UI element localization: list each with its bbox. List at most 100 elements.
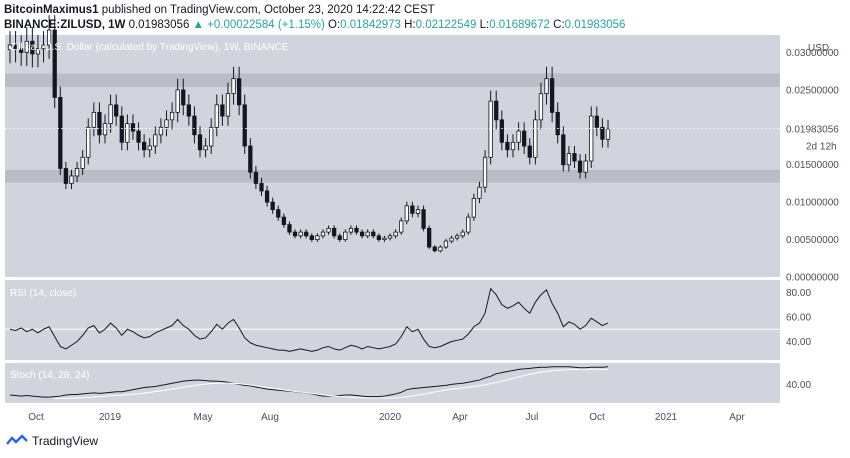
rsi-line (9, 287, 609, 352)
candle-body (203, 145, 208, 151)
rsi-pane-legend: RSI (14, close) (10, 288, 76, 299)
candle-body (544, 78, 549, 95)
candle-body (410, 205, 415, 214)
candle-body (443, 240, 449, 248)
low-value: 0.01689672 (489, 19, 550, 31)
candle-body (337, 235, 342, 240)
candle-body (30, 40, 35, 55)
candle-body (449, 237, 454, 242)
stoch-pane-legend: Stoch (14, 28, 24) (10, 370, 90, 381)
rsi-tick-label: 40.00 (786, 337, 811, 348)
candle-body (589, 115, 594, 162)
candle-body (577, 160, 583, 173)
price-tick-label: 0.01000000 (786, 198, 839, 209)
candle-body (130, 123, 136, 132)
candle-body (125, 123, 130, 143)
time-tick-label: 2020 (379, 412, 402, 423)
candle-body (427, 227, 432, 248)
last-price-tag (782, 120, 844, 137)
resistance-zone (5, 73, 780, 87)
chart-canvas[interactable]: 0.030000000.025000000.020000000.01500000… (0, 0, 850, 430)
candle-body (600, 126, 605, 140)
candle-body (102, 123, 108, 136)
candle-body (343, 231, 348, 240)
candle-body (80, 156, 85, 169)
candle-body (292, 231, 298, 237)
footer-brand[interactable]: TradingView (32, 434, 99, 448)
candle-body (186, 104, 191, 117)
candle-body (376, 235, 381, 240)
candle-body (326, 227, 331, 233)
candle-body (7, 44, 13, 51)
candle-body (248, 145, 253, 173)
candle-body (399, 220, 404, 233)
candle-body (287, 224, 292, 233)
candle-body (561, 134, 566, 166)
candle-body (304, 231, 309, 237)
candle-body (527, 145, 532, 158)
time-tick-label: Jul (526, 412, 539, 423)
candle-body (359, 231, 365, 237)
candle-body (549, 78, 555, 113)
stoch-pane-bg (5, 363, 780, 403)
candle-body (432, 246, 437, 252)
candle-body (415, 209, 421, 214)
candle-body (52, 29, 57, 98)
candle-body (86, 126, 91, 158)
time-tick-label: 2021 (655, 412, 678, 423)
close-value: 0.01983056 (564, 19, 626, 31)
candle-body (74, 168, 80, 177)
candle-body (438, 246, 443, 252)
candle-body (404, 205, 409, 222)
open-label: O: (328, 19, 341, 31)
rsi-pane-bg (5, 280, 780, 360)
candle-body (332, 227, 337, 237)
candle-body (270, 201, 275, 211)
close-label: C: (553, 19, 565, 31)
stoch-d-line (54, 368, 608, 399)
candle-body (91, 111, 96, 128)
candle-body (482, 156, 488, 188)
candle-body (181, 89, 186, 106)
author-name[interactable]: BitcoinMaximus1 (4, 4, 99, 16)
currency-label: USD (808, 43, 829, 54)
candle-body (387, 235, 393, 239)
candle-body (46, 29, 52, 46)
candle-body (97, 111, 102, 136)
candle-body (225, 93, 231, 117)
candle-body (510, 141, 516, 151)
candle-body (365, 231, 370, 237)
rsi-tick-label: 80.00 (786, 288, 811, 299)
candle-body (69, 175, 74, 184)
candle-body (354, 227, 359, 233)
candle-body (538, 93, 544, 121)
candle-body (119, 115, 124, 143)
candle-body (572, 153, 577, 162)
price-tick-label: 0.01500000 (786, 160, 839, 171)
candle-body (175, 89, 180, 113)
main-pane-legend: Zilliqa / U.S. Dollar (calculated by Tra… (10, 42, 289, 53)
candle-body (253, 171, 259, 184)
countdown-label: 2d 12h (806, 142, 837, 153)
candle-body (471, 198, 477, 218)
candle-body (264, 190, 270, 203)
open-value: 0.01842973 (340, 19, 401, 31)
candle-body (477, 186, 482, 199)
up-triangle-icon: ▲ (192, 19, 204, 31)
symbol-label[interactable]: BINANCE:ZILUSD, 1W (4, 19, 126, 31)
candle-body (276, 209, 281, 218)
candle-body (348, 227, 354, 233)
low-label: L: (479, 19, 490, 31)
candle-body (320, 231, 326, 237)
candle-body (237, 78, 242, 106)
last-price-tag-label: 0.01983056 (786, 125, 839, 136)
candle-body (499, 119, 504, 143)
candle-body (488, 100, 493, 158)
candle-body (309, 235, 314, 240)
candle-body (315, 235, 320, 240)
candle-body (141, 141, 147, 151)
candle-body (281, 216, 286, 226)
stoch-tick-label: 40.00 (786, 380, 811, 391)
price-tick-label: 0.03000000 (786, 48, 839, 59)
candle-body (566, 153, 572, 166)
